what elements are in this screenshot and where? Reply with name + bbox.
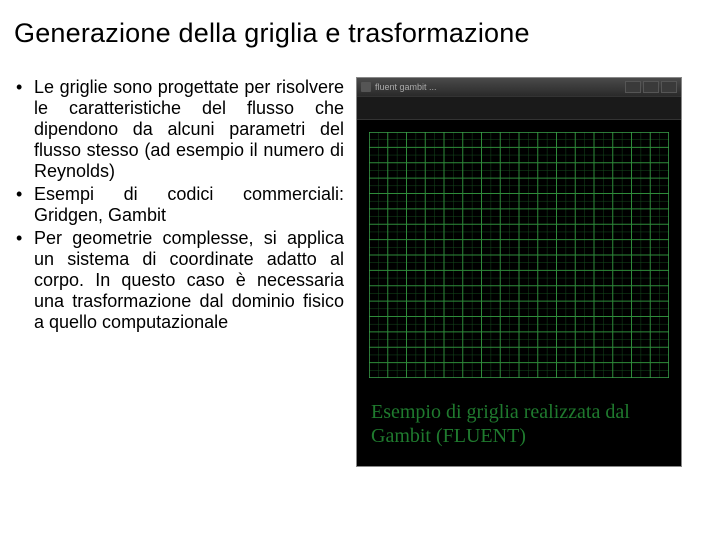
- bullet-column: • Le griglie sono progettate per risolve…: [14, 77, 344, 467]
- window-titlebar: fluent gambit ...: [357, 78, 681, 96]
- bullet-text: Esempi di codici commerciali: Gridgen, G…: [34, 184, 344, 226]
- minimize-icon[interactable]: [625, 81, 641, 93]
- bullet-icon: •: [14, 228, 34, 333]
- bullet-item: • Per geometrie complesse, si applica un…: [14, 228, 344, 333]
- slide-root: Generazione della griglia e trasformazio…: [0, 0, 720, 540]
- grid-canvas: [357, 120, 681, 390]
- maximize-icon[interactable]: [643, 81, 659, 93]
- mesh-grid-svg: [369, 132, 669, 378]
- caption-text: Esempio di griglia realizzata dal Gambit…: [371, 400, 667, 448]
- bullet-item: • Le griglie sono progettate per risolve…: [14, 77, 344, 182]
- bullet-list: • Le griglie sono progettate per risolve…: [14, 77, 344, 333]
- figure-column: fluent gambit ... Esempio di griglia rea…: [356, 77, 686, 467]
- bullet-item: • Esempi di codici commerciali: Gridgen,…: [14, 184, 344, 226]
- bullet-icon: •: [14, 184, 34, 226]
- close-icon[interactable]: [661, 81, 677, 93]
- bullet-icon: •: [14, 77, 34, 182]
- bullet-text: Le griglie sono progettate per risolvere…: [34, 77, 344, 182]
- gambit-window: fluent gambit ... Esempio di griglia rea…: [356, 77, 682, 467]
- window-app-icon: [361, 82, 371, 92]
- content-area: • Le griglie sono progettate per risolve…: [14, 77, 706, 467]
- caption-area: Esempio di griglia realizzata dal Gambit…: [357, 390, 681, 466]
- bullet-text: Per geometrie complesse, si applica un s…: [34, 228, 344, 333]
- window-buttons-group: [625, 81, 677, 93]
- window-title-text: fluent gambit ...: [375, 82, 621, 92]
- window-toolbar: [357, 96, 681, 120]
- slide-title: Generazione della griglia e trasformazio…: [14, 18, 706, 49]
